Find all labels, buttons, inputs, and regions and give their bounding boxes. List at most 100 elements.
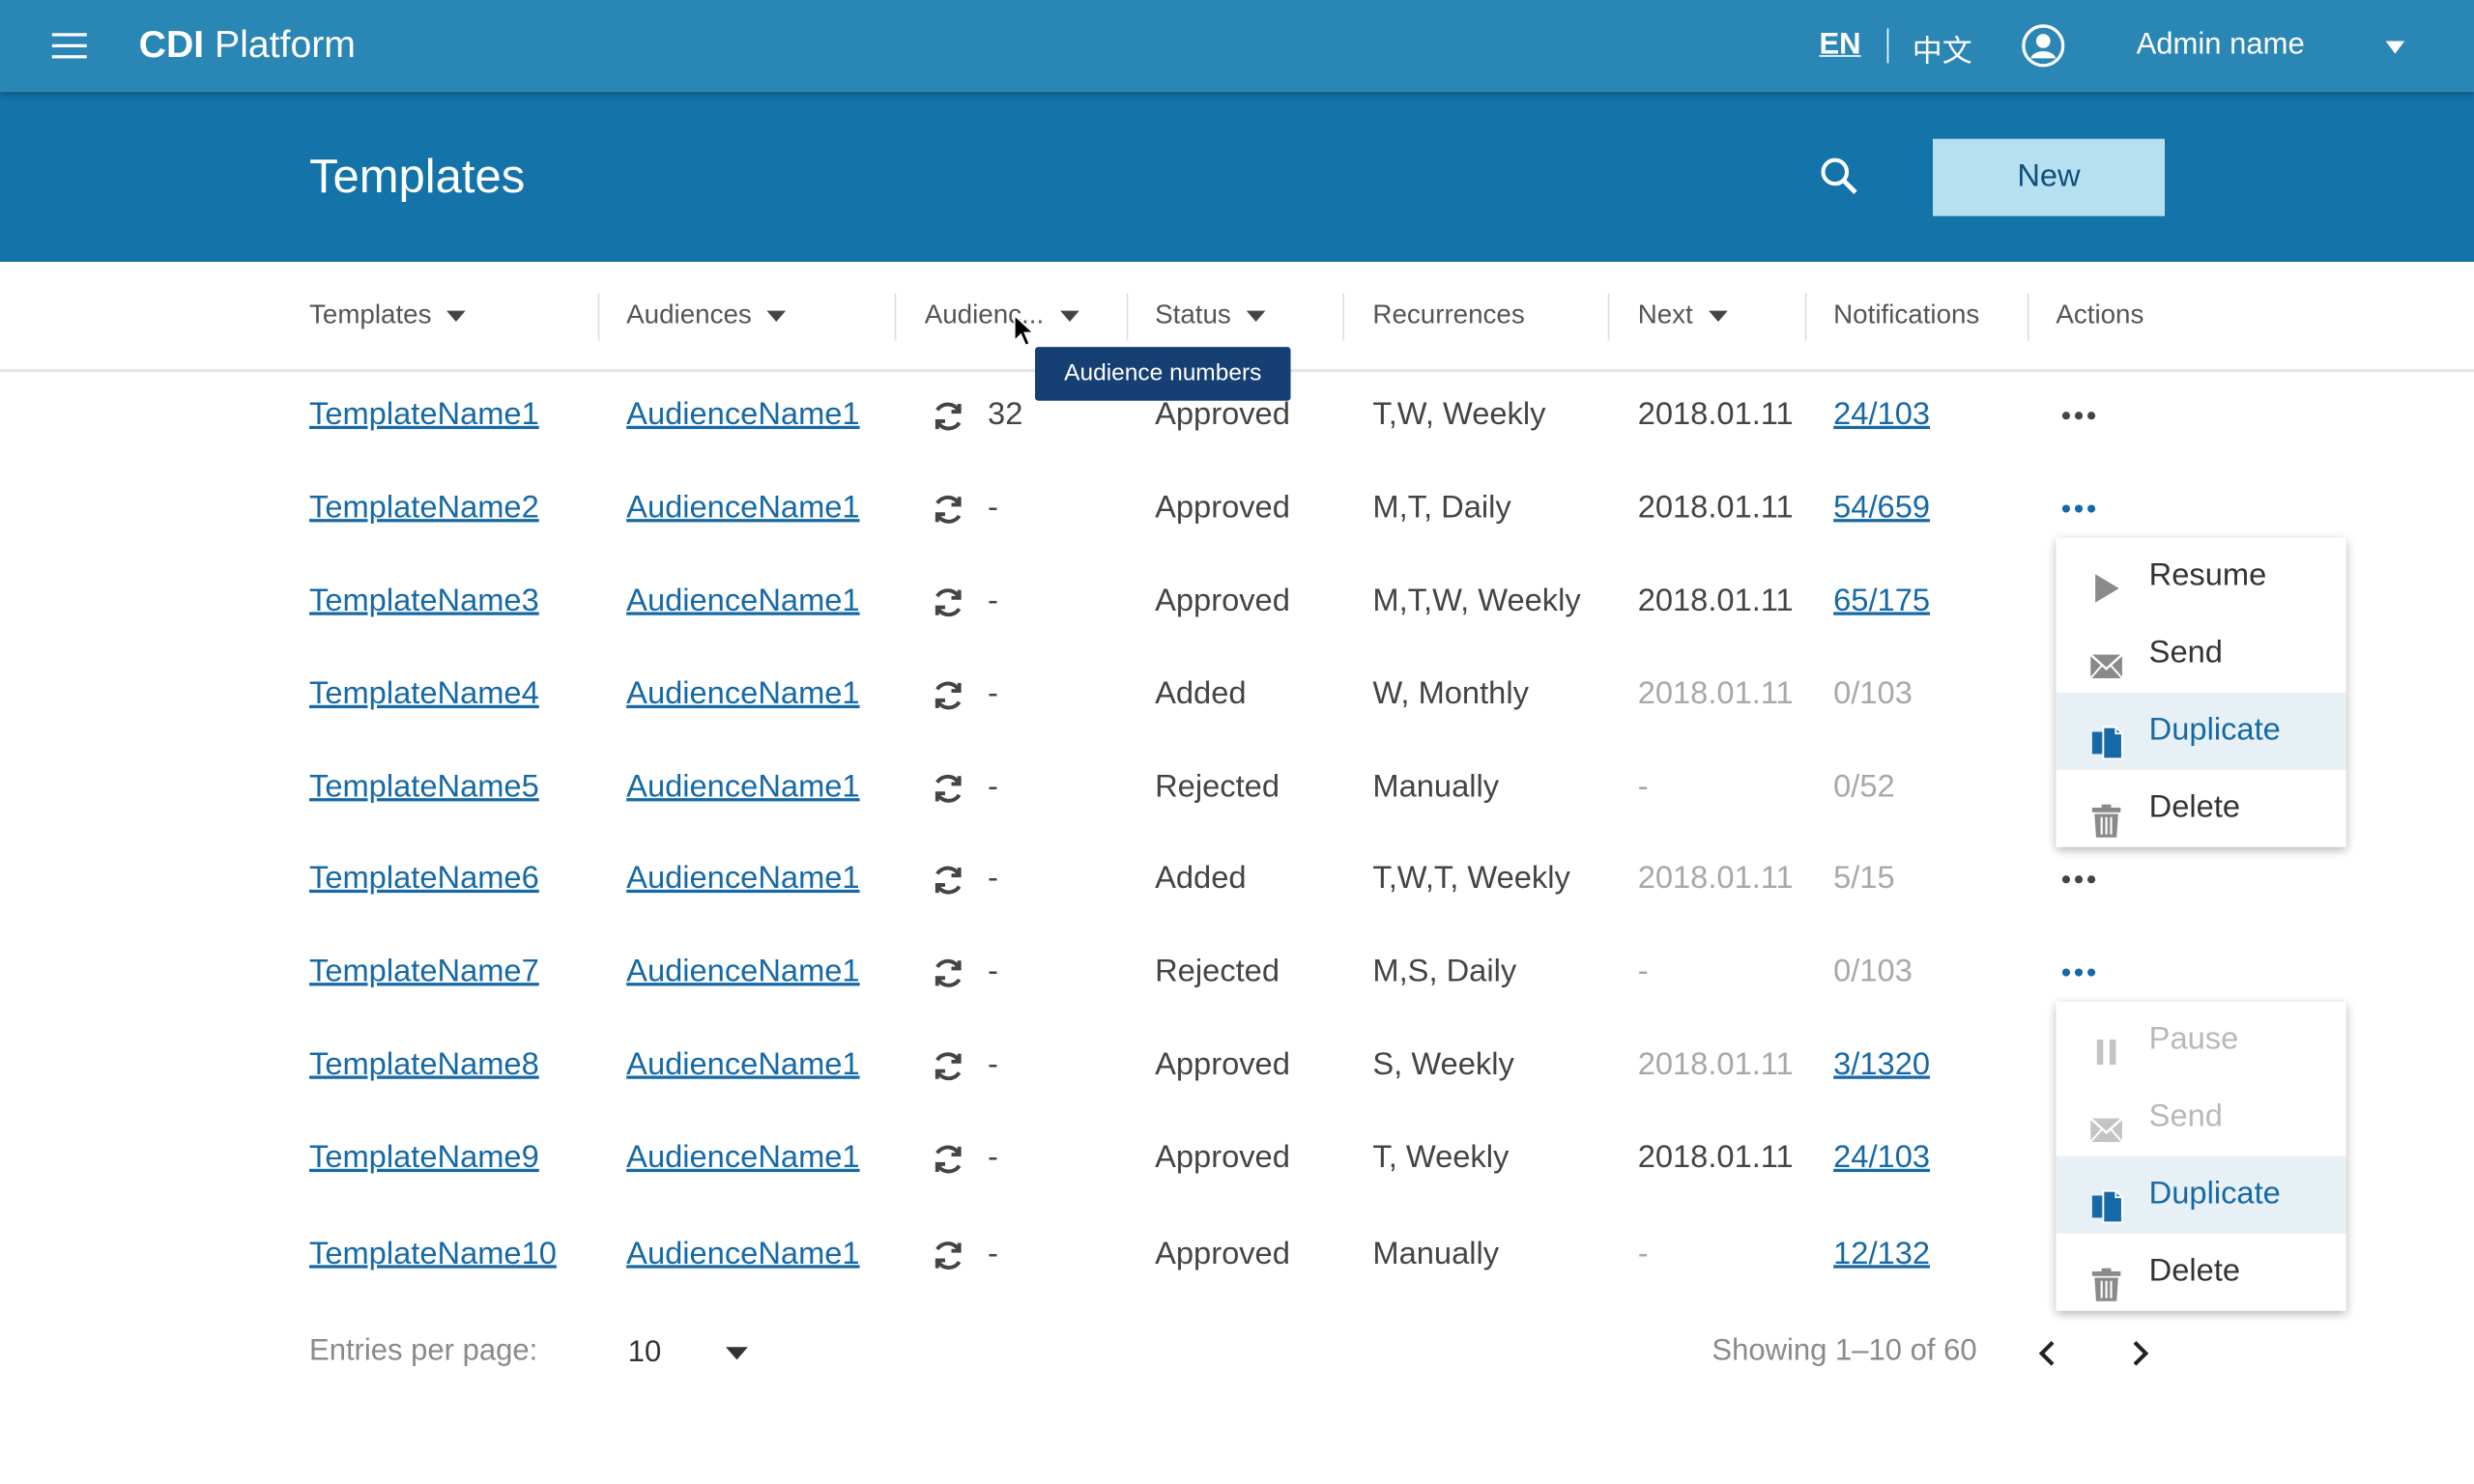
menu-item-resume[interactable]: Resume xyxy=(2056,538,2345,615)
column-header-label: Audiences xyxy=(626,300,752,330)
menu-item-label: Send xyxy=(2148,635,2223,671)
column-header-next[interactable]: Next xyxy=(1638,300,1728,331)
pause-icon xyxy=(2089,1022,2124,1066)
sort-caret-icon[interactable] xyxy=(767,310,787,323)
hamburger-menu-icon[interactable] xyxy=(51,33,87,59)
column-header-label: Recurrences xyxy=(1372,300,1525,330)
column-header-label: Actions xyxy=(2056,300,2144,330)
more-actions-icon[interactable] xyxy=(2061,504,2097,517)
notifications-count[interactable]: 54/659 xyxy=(1833,490,1931,526)
menu-item-send: Send xyxy=(2056,1079,2345,1156)
refresh-icon[interactable] xyxy=(931,399,965,434)
template-name-link[interactable]: TemplateName2 xyxy=(308,490,539,526)
template-name-link[interactable]: TemplateName8 xyxy=(308,1047,539,1082)
menu-item-duplicate[interactable]: Duplicate xyxy=(2056,692,2346,770)
language-zh-link[interactable]: 中文 xyxy=(1912,36,1972,70)
audience-name-link[interactable]: AudienceName1 xyxy=(626,490,860,526)
refresh-icon[interactable] xyxy=(931,956,965,990)
menu-item-duplicate[interactable]: Duplicate xyxy=(2056,1156,2346,1234)
refresh-icon[interactable] xyxy=(931,1239,965,1273)
status-text: Approved xyxy=(1155,397,1290,433)
refresh-icon[interactable] xyxy=(931,863,965,898)
audience-name-link[interactable]: AudienceName1 xyxy=(626,769,860,805)
recurrence-text: Manually xyxy=(1372,769,1500,805)
status-text: Added xyxy=(1155,861,1247,897)
notifications-count[interactable]: 12/132 xyxy=(1833,1236,1931,1271)
status-text: Approved xyxy=(1155,1047,1290,1082)
refresh-icon[interactable] xyxy=(931,585,965,620)
language-en-link[interactable]: EN xyxy=(1819,28,1861,62)
refresh-icon[interactable] xyxy=(931,1142,965,1177)
column-divider xyxy=(2027,293,2029,341)
sort-caret-icon[interactable] xyxy=(1247,310,1266,323)
refresh-icon[interactable] xyxy=(931,771,965,806)
chevron-left-icon[interactable] xyxy=(2035,1337,2060,1369)
tooltip: Audience numbers xyxy=(1035,347,1291,401)
pagination-summary: Showing 1–10 of 60 xyxy=(1712,1334,1977,1368)
chevron-right-icon[interactable] xyxy=(2127,1337,2152,1369)
template-name-link[interactable]: TemplateName9 xyxy=(308,1140,539,1176)
audience-name-link[interactable]: AudienceName1 xyxy=(626,1047,860,1082)
chevron-down-icon[interactable] xyxy=(2385,41,2405,54)
more-actions-icon[interactable] xyxy=(2061,412,2097,424)
template-name-link[interactable]: TemplateName3 xyxy=(308,584,539,618)
audience-count: - xyxy=(988,769,998,805)
audience-name-link[interactable]: AudienceName1 xyxy=(626,954,860,989)
notifications-count[interactable]: 3/1320 xyxy=(1833,1047,1931,1082)
new-button[interactable]: New xyxy=(1932,138,2165,216)
sort-caret-icon[interactable] xyxy=(446,310,467,323)
template-name-link[interactable]: TemplateName10 xyxy=(308,1236,557,1271)
refresh-icon[interactable] xyxy=(931,678,965,713)
user-avatar-icon[interactable] xyxy=(2021,23,2065,68)
notifications-count: 5/15 xyxy=(1833,861,1895,897)
entries-per-page-select[interactable]: 10 xyxy=(627,1335,662,1370)
chevron-down-icon[interactable] xyxy=(726,1347,748,1360)
audience-count: - xyxy=(988,954,998,989)
template-name-link[interactable]: TemplateName1 xyxy=(308,397,539,433)
search-icon[interactable] xyxy=(1819,157,1859,197)
column-header-label: Status xyxy=(1155,300,1231,330)
status-text: Rejected xyxy=(1155,769,1280,805)
top-bar: CDI Platform EN 中文 Admin name xyxy=(0,0,2474,92)
refresh-icon[interactable] xyxy=(931,1049,965,1084)
column-header-label: Next xyxy=(1637,300,1693,330)
menu-item-label: Send xyxy=(2148,1099,2223,1134)
brand-bold: CDI xyxy=(138,23,205,67)
audience-count: - xyxy=(988,861,998,897)
audience-name-link[interactable]: AudienceName1 xyxy=(626,397,860,433)
more-actions-icon[interactable] xyxy=(2061,875,2097,888)
column-header-audience-numbers[interactable]: Audienc... xyxy=(925,300,1079,331)
audience-name-link[interactable]: AudienceName1 xyxy=(626,861,860,897)
template-name-link[interactable]: TemplateName4 xyxy=(308,676,539,712)
status-text: Rejected xyxy=(1155,954,1280,989)
column-divider xyxy=(1342,293,1345,341)
column-header-status[interactable]: Status xyxy=(1155,300,1266,331)
notifications-count[interactable]: 65/175 xyxy=(1833,584,1931,618)
refresh-icon[interactable] xyxy=(931,492,965,527)
notifications-count[interactable]: 24/103 xyxy=(1833,1140,1931,1176)
envelope-icon xyxy=(2089,636,2124,679)
audience-name-link[interactable]: AudienceName1 xyxy=(626,584,860,618)
audience-name-link[interactable]: AudienceName1 xyxy=(626,676,860,712)
menu-item-send[interactable]: Send xyxy=(2056,615,2345,693)
next-date: 2018.01.11 xyxy=(1637,861,1794,897)
sort-caret-icon[interactable] xyxy=(1059,310,1079,323)
template-name-link[interactable]: TemplateName7 xyxy=(308,954,539,989)
recurrence-text: T,W,T, Weekly xyxy=(1372,861,1570,897)
notifications-count: 0/103 xyxy=(1833,676,1913,712)
template-name-link[interactable]: TemplateName6 xyxy=(308,861,539,897)
sort-caret-icon[interactable] xyxy=(1709,310,1728,323)
column-header-templates[interactable]: Templates xyxy=(309,300,467,331)
template-name-link[interactable]: TemplateName5 xyxy=(308,769,539,805)
menu-item-delete[interactable]: Delete xyxy=(2056,770,2345,847)
trash-icon xyxy=(2089,1254,2124,1301)
recurrence-text: T, Weekly xyxy=(1372,1140,1510,1176)
more-actions-icon[interactable] xyxy=(2061,968,2097,981)
menu-item-delete[interactable]: Delete xyxy=(2056,1234,2345,1311)
admin-name[interactable]: Admin name xyxy=(2136,28,2305,62)
notifications-count[interactable]: 24/103 xyxy=(1833,397,1931,433)
audience-name-link[interactable]: AudienceName1 xyxy=(626,1140,860,1176)
column-header-audiences[interactable]: Audiences xyxy=(626,300,787,331)
brand-rest: Platform xyxy=(204,23,356,67)
audience-name-link[interactable]: AudienceName1 xyxy=(626,1236,860,1271)
